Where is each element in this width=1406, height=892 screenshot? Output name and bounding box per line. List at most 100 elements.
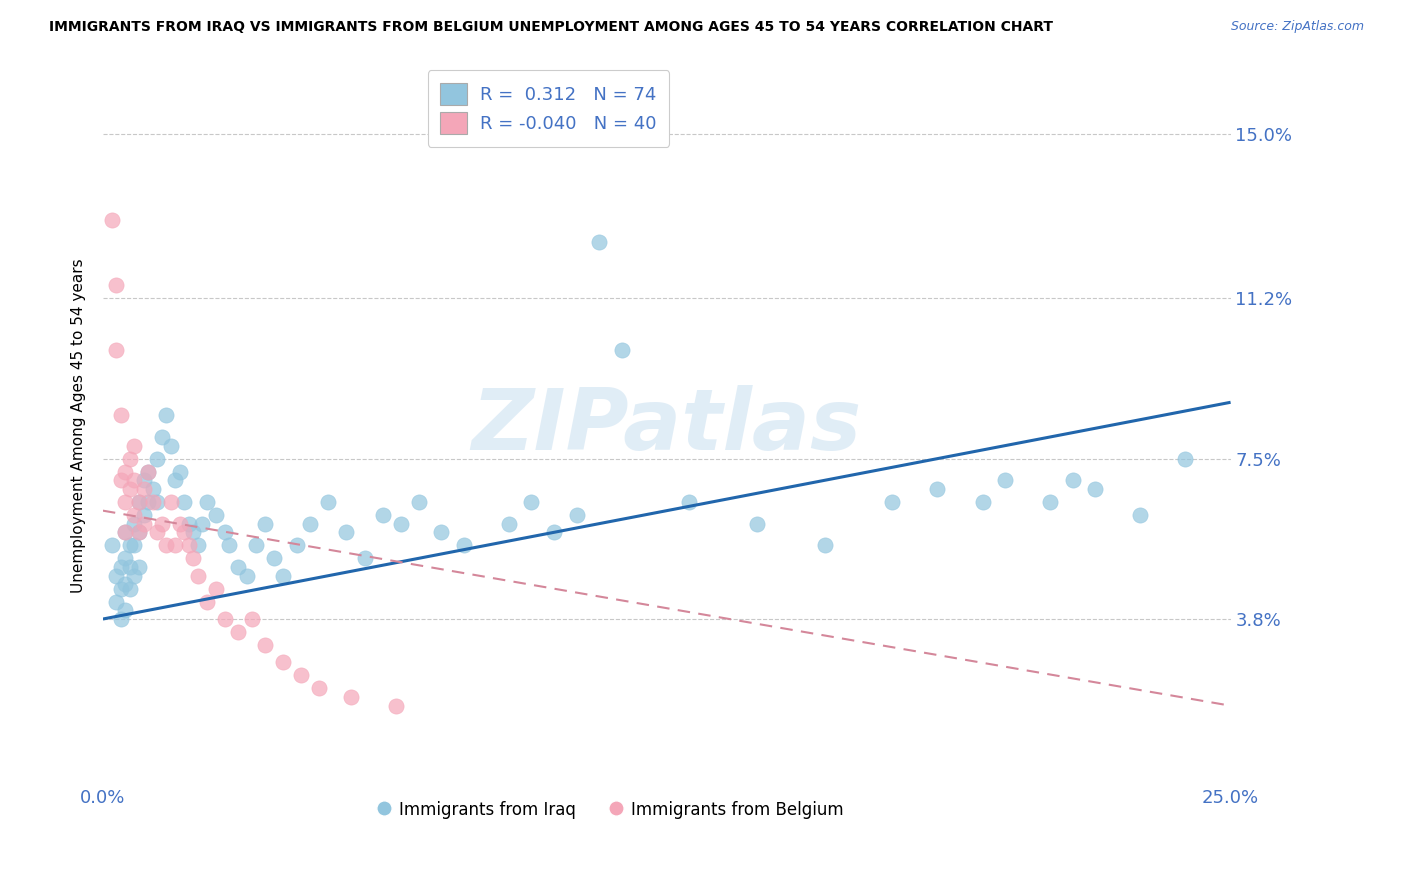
Point [371, 508, 394, 522]
Point [105, 343, 128, 358]
Point [110, 409, 132, 423]
Point [972, 495, 994, 509]
Point [150, 430, 173, 444]
Point [565, 508, 588, 522]
Point [110, 473, 132, 487]
Point [132, 516, 155, 531]
Point [155, 538, 177, 552]
Point [181, 551, 204, 566]
Point [273, 656, 295, 670]
Point [118, 451, 141, 466]
Point [114, 577, 136, 591]
Point [146, 451, 169, 466]
Point [141, 482, 163, 496]
Point [1062, 473, 1084, 487]
Point [273, 568, 295, 582]
Point [994, 473, 1017, 487]
Legend: Immigrants from Iraq, Immigrants from Belgium: Immigrants from Iraq, Immigrants from Be… [371, 794, 851, 825]
Point [124, 516, 146, 531]
Point [308, 681, 330, 696]
Point [124, 473, 146, 487]
Point [136, 465, 159, 479]
Point [169, 465, 191, 479]
Point [389, 516, 412, 531]
Point [155, 409, 177, 423]
Point [254, 638, 277, 652]
Point [118, 582, 141, 596]
Point [128, 525, 150, 540]
Point [132, 508, 155, 522]
Point [745, 516, 768, 531]
Point [204, 582, 226, 596]
Point [124, 439, 146, 453]
Point [678, 495, 700, 509]
Point [1129, 508, 1152, 522]
Point [159, 439, 181, 453]
Point [114, 525, 136, 540]
Point [187, 568, 209, 582]
Point [105, 568, 128, 582]
Point [214, 525, 236, 540]
Point [195, 495, 218, 509]
Point [214, 612, 236, 626]
Point [520, 495, 543, 509]
Point [114, 525, 136, 540]
Point [245, 538, 267, 552]
Point [101, 538, 124, 552]
Point [132, 482, 155, 496]
Point [124, 508, 146, 522]
Point [128, 560, 150, 574]
Point [169, 516, 191, 531]
Point [118, 560, 141, 574]
Point [263, 551, 285, 566]
Text: ZIPatlas: ZIPatlas [471, 384, 862, 467]
Point [254, 516, 277, 531]
Text: IMMIGRANTS FROM IRAQ VS IMMIGRANTS FROM BELGIUM UNEMPLOYMENT AMONG AGES 45 TO 54: IMMIGRANTS FROM IRAQ VS IMMIGRANTS FROM … [49, 20, 1053, 34]
Point [177, 538, 200, 552]
Point [165, 473, 187, 487]
Point [114, 465, 136, 479]
Point [114, 495, 136, 509]
Point [110, 560, 132, 574]
Point [226, 560, 249, 574]
Point [1084, 482, 1107, 496]
Point [218, 538, 240, 552]
Point [335, 525, 357, 540]
Point [105, 278, 128, 293]
Point [191, 516, 214, 531]
Point [124, 568, 146, 582]
Point [285, 538, 308, 552]
Point [110, 582, 132, 596]
Point [159, 495, 181, 509]
Point [236, 568, 259, 582]
Point [128, 525, 150, 540]
Point [128, 495, 150, 509]
Point [408, 495, 430, 509]
Point [814, 538, 837, 552]
Point [882, 495, 904, 509]
Point [588, 235, 610, 249]
Point [118, 482, 141, 496]
Point [118, 538, 141, 552]
Point [610, 343, 633, 358]
Point [177, 516, 200, 531]
Point [290, 668, 312, 682]
Point [146, 495, 169, 509]
Point [299, 516, 322, 531]
Point [927, 482, 949, 496]
Point [128, 495, 150, 509]
Point [318, 495, 340, 509]
Point [204, 508, 226, 522]
Point [146, 525, 169, 540]
Point [498, 516, 520, 531]
Point [165, 538, 187, 552]
Point [340, 690, 363, 704]
Point [150, 516, 173, 531]
Point [187, 538, 209, 552]
Y-axis label: Unemployment Among Ages 45 to 54 years: Unemployment Among Ages 45 to 54 years [72, 259, 86, 593]
Text: Source: ZipAtlas.com: Source: ZipAtlas.com [1230, 20, 1364, 33]
Point [1039, 495, 1062, 509]
Point [173, 525, 195, 540]
Point [430, 525, 453, 540]
Point [136, 495, 159, 509]
